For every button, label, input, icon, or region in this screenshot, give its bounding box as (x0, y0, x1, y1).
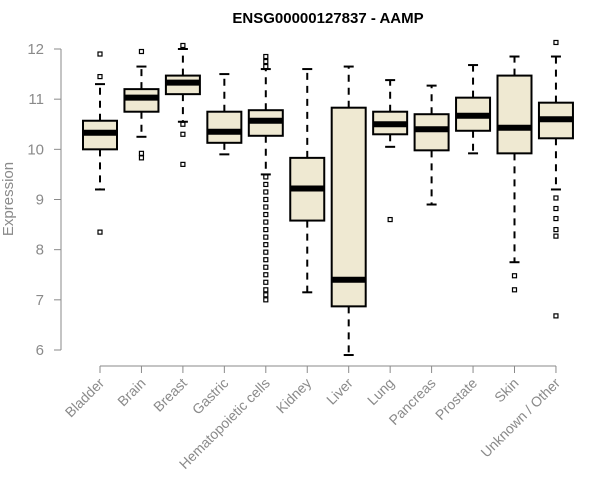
outlier-point (511, 287, 518, 293)
outlier-point (263, 242, 269, 248)
outlier-point (263, 63, 269, 70)
y-axis-ticks: 6 7 8 9 10 11 12 (27, 41, 61, 359)
outlier-point (263, 196, 269, 203)
box-unknown-other (537, 39, 574, 319)
outlier-point (180, 131, 186, 137)
outlier-point (511, 273, 518, 279)
outlier-point (263, 249, 269, 255)
outlier-point (553, 233, 559, 239)
outlier-point (553, 215, 559, 222)
box-liver (330, 65, 367, 357)
outlier-point (263, 219, 269, 225)
x-tick-label: Prostate (432, 375, 480, 423)
outlier-point (263, 227, 269, 233)
outlier-point (263, 279, 269, 285)
x-tick-label: Liver (323, 375, 356, 408)
outlier-point (180, 121, 186, 127)
outlier-point (387, 216, 393, 223)
outlier-point (553, 313, 559, 319)
outlier-point (97, 73, 103, 80)
y-tick-label: 7 (36, 292, 44, 309)
outlier-point (263, 272, 269, 278)
outlier-point (263, 297, 269, 303)
outlier-point (263, 234, 269, 240)
box-pancreas (413, 84, 450, 206)
iqr-box (496, 74, 533, 155)
x-tick-label: Brain (114, 375, 148, 409)
outlier-point (263, 287, 269, 293)
y-tick-label: 11 (28, 91, 44, 108)
box-brain (123, 48, 160, 161)
chart-title: ENSG00000127837 - AAMP (232, 10, 423, 27)
box-prostate (455, 64, 492, 155)
outlier-point (263, 189, 269, 195)
box-lung (372, 79, 409, 223)
outlier-point (263, 264, 269, 270)
x-tick-label: Unknown / Other (477, 375, 563, 461)
outlier-point (263, 53, 269, 60)
iqr-box (206, 110, 243, 144)
box-hematopoietic-cells (247, 53, 284, 303)
outlier-point (553, 39, 559, 46)
outlier-point (180, 42, 186, 49)
outlier-point (138, 155, 145, 161)
box-series (82, 39, 574, 357)
outlier-point (263, 204, 269, 210)
box-kidney (289, 68, 326, 294)
box-skin (496, 55, 533, 293)
outlier-point (263, 292, 269, 298)
outlier-point (180, 161, 186, 167)
outlier-point (97, 51, 103, 57)
iqr-box (413, 113, 450, 152)
y-tick-label: 12 (27, 41, 44, 58)
box-gastric (206, 73, 243, 156)
x-tick-label: Bladder (62, 375, 108, 421)
y-tick-label: 10 (27, 141, 44, 158)
outlier-point (553, 227, 559, 233)
outlier-point (263, 174, 269, 180)
outlier-point (263, 257, 269, 263)
outlier-point (263, 181, 269, 188)
x-tick-label: Skin (491, 375, 522, 406)
outlier-point (553, 195, 559, 201)
outlier-point (263, 58, 269, 65)
outlier-point (138, 48, 145, 55)
outlier-point (553, 205, 559, 212)
y-tick-label: 6 (36, 342, 44, 359)
y-axis-title: Expression (0, 162, 17, 236)
x-tick-label: Lung (364, 375, 397, 408)
outlier-point (97, 229, 103, 235)
outlier-point (263, 211, 269, 218)
iqr-box (330, 106, 367, 308)
x-tick-label: Kidney (273, 375, 315, 417)
x-tick-label: Breast (150, 375, 190, 415)
y-tick-label: 8 (36, 242, 44, 259)
outlier-point (138, 150, 145, 156)
box-breast (164, 42, 201, 167)
box-bladder (82, 51, 118, 235)
y-tick-label: 9 (36, 192, 44, 209)
